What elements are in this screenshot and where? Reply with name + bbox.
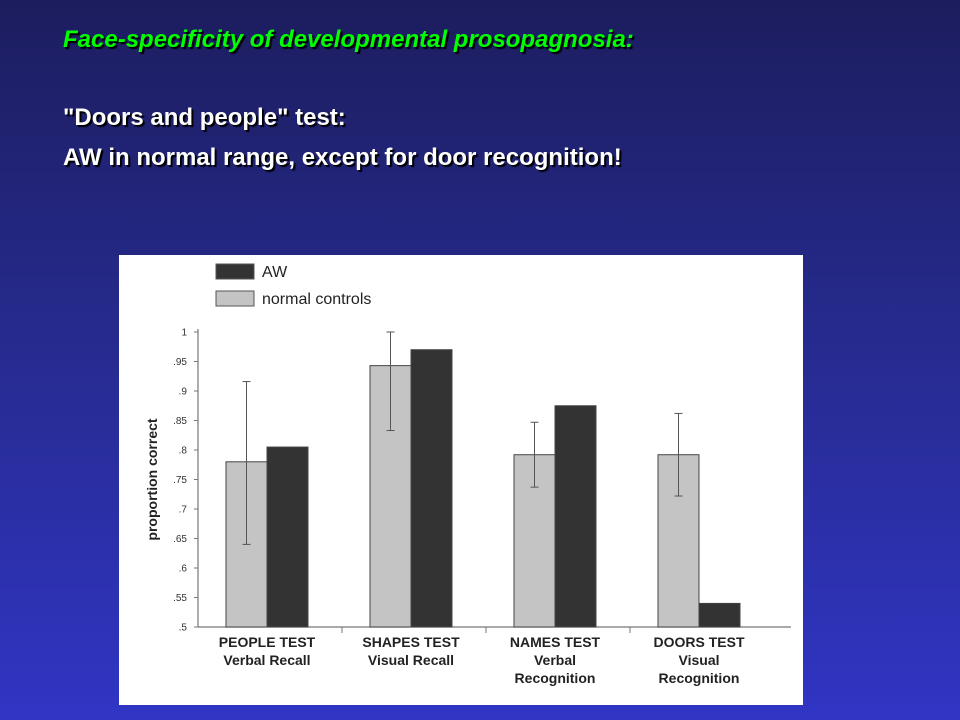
subtitle-line-2: AW in normal range, except for door reco… [63, 144, 622, 171]
x-category-label: Visual [679, 652, 720, 668]
y-tick-label: .65 [173, 534, 187, 545]
y-tick-label: .7 [179, 505, 188, 516]
y-tick-label: .8 [179, 446, 188, 457]
aw-bar [554, 405, 597, 628]
x-category-label: Verbal [534, 652, 576, 668]
x-category-label: Recognition [659, 670, 740, 686]
subtitle-line-1: "Doors and people" test: [63, 104, 346, 131]
slide-title: Face-specificity of developmental prosop… [63, 26, 634, 53]
x-category-label: Verbal Recall [223, 652, 310, 668]
x-category-label: Visual Recall [368, 652, 454, 668]
legend-swatch-aw [215, 263, 255, 280]
aw-bar [410, 349, 453, 628]
x-category-label: Recognition [515, 670, 596, 686]
x-category-label: PEOPLE TEST [219, 634, 316, 650]
y-tick-label: .85 [173, 416, 187, 427]
chart-panel: AW normal controls 1 .95 .9 .85 .8 .75 .7 .65 .6 .5… [119, 255, 803, 705]
y-tick-label: 1 [181, 328, 187, 339]
y-tick-label: .6 [179, 564, 188, 575]
y-tick-label: .5 [179, 623, 188, 634]
legend-label: normal controls [262, 291, 371, 308]
legend-swatch-controls [215, 290, 255, 307]
x-category-label: DOORS TEST [653, 634, 744, 650]
y-tick-label: .75 [173, 475, 187, 486]
aw-bar [266, 446, 309, 628]
y-tick-label: .9 [179, 387, 188, 398]
aw-bar [698, 602, 741, 628]
y-tick-label: .55 [173, 593, 187, 604]
controls-bar [513, 454, 556, 628]
legend-label: AW [262, 264, 288, 281]
bar-chart: AW normal controls 1 .95 .9 .85 .8 .75 .7 .65 .6 .5… [144, 263, 791, 686]
x-category-label: SHAPES TEST [362, 634, 460, 650]
y-axis-title: proportion correct [144, 418, 160, 540]
y-tick-label: .95 [173, 357, 187, 368]
x-category-label: NAMES TEST [510, 634, 601, 650]
